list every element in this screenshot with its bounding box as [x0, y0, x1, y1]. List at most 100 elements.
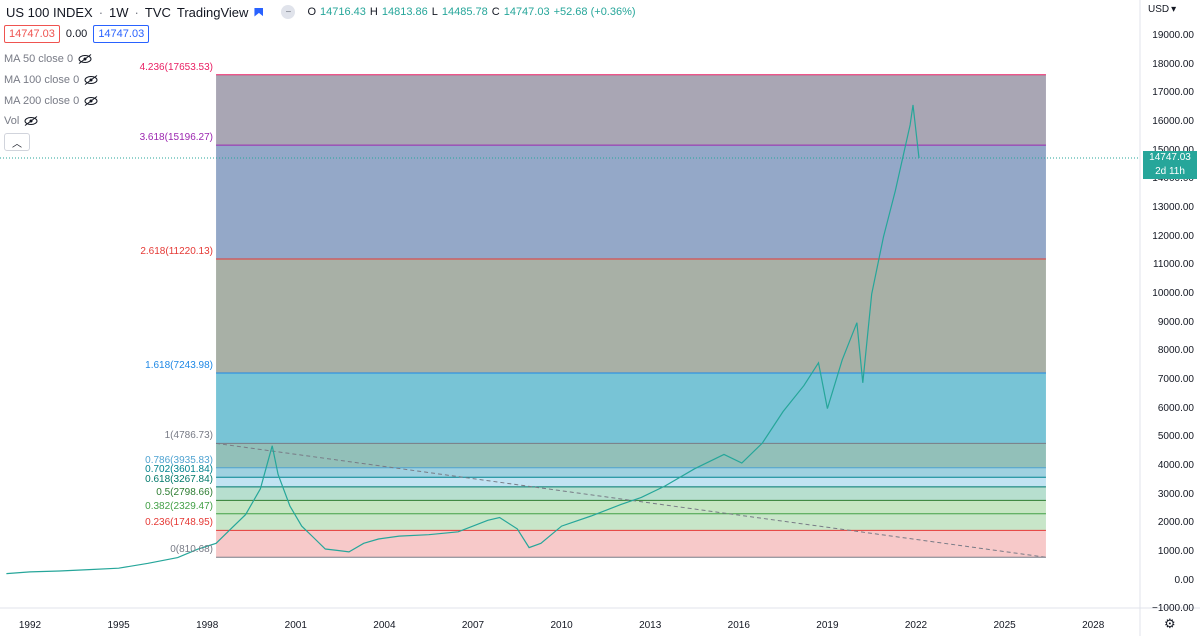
y-tick-label: 8000.00 — [1157, 345, 1194, 357]
y-tick-label: 9000.00 — [1157, 316, 1194, 328]
interval-label[interactable]: 1W — [109, 4, 129, 20]
minus-circle-icon[interactable]: − — [281, 5, 296, 19]
fib-label-0-702: 0.702(3601.84) — [145, 464, 213, 476]
y-tick-label: 17000.00 — [1152, 87, 1194, 99]
last-price-badge: 14747.03 2d 11h — [1143, 151, 1197, 179]
x-tick-label: 1992 — [18, 620, 42, 631]
y-tick-label: 0.00 — [1174, 574, 1194, 586]
y-tick-label: 15000.00 — [1144, 145, 1194, 156]
fib-label-4-236: 4.236(17653.53) — [139, 61, 213, 73]
y-tick-label: 5000.00 — [1157, 431, 1194, 443]
eye-hidden-icon[interactable] — [84, 75, 98, 85]
platform-label: TradingView — [176, 4, 249, 20]
fib-band-1-618 — [216, 259, 1046, 373]
x-tick-label: 2016 — [727, 620, 750, 631]
x-tick-label: 2010 — [550, 620, 573, 631]
indicator-ma100[interactable]: MA 100 close 0 — [4, 74, 98, 86]
eye-hidden-icon[interactable] — [24, 116, 38, 126]
x-tick-label: 2001 — [284, 620, 307, 631]
fib-band-0-702 — [216, 467, 1046, 478]
y-tick-label: 10000.00 — [1152, 288, 1194, 299]
x-tick-label: 2007 — [461, 620, 485, 631]
header-separator: · — [98, 4, 104, 20]
sell-price-button[interactable]: 14747.03 — [4, 25, 60, 43]
fib-band-0 — [216, 530, 1046, 558]
source-label: TVC — [144, 4, 171, 20]
fib-label-0: 0(810.68) — [170, 544, 213, 556]
gear-icon[interactable]: ⚙ — [1164, 616, 1176, 631]
low-key: L — [431, 6, 438, 18]
spread-value: 0.00 — [65, 28, 88, 40]
y-tick-label: 7000.00 — [1157, 373, 1194, 385]
y-tick-label: 18000.00 — [1152, 58, 1194, 70]
fib-band-0-382 — [216, 500, 1046, 514]
y-tick-label: 11000.00 — [1153, 259, 1194, 271]
fib-band-0-5 — [216, 486, 1046, 501]
indicator-label: MA 100 close 0 — [4, 74, 80, 86]
x-tick-label: 1995 — [107, 620, 130, 631]
eye-hidden-icon[interactable] — [78, 54, 92, 64]
open-value: 14716.43 — [320, 6, 366, 18]
indicator-volume[interactable]: Vol — [4, 115, 38, 127]
y-tick-label: 19000.00 — [1152, 30, 1194, 42]
fib-band-2-618 — [216, 145, 1046, 260]
x-tick-label: 1998 — [196, 620, 219, 631]
x-tick-label: 2004 — [373, 620, 396, 631]
fib-label-3-618: 3.618(15196.27) — [139, 132, 213, 144]
eye-hidden-icon[interactable] — [84, 96, 98, 106]
close-key: C — [491, 6, 500, 18]
open-key: O — [307, 6, 316, 18]
chevron-up-icon: ︿ — [12, 138, 22, 150]
y-tick-label: 13000.00 — [1152, 202, 1194, 214]
change-value: +52.68 (+0.36%) — [553, 6, 636, 18]
buy-price-button[interactable]: 14747.03 — [93, 25, 150, 43]
fib-band-3-618 — [216, 74, 1046, 146]
fib-label-1: 1(4786.73) — [164, 430, 213, 442]
indicator-ma50[interactable]: MA 50 close 0 — [4, 53, 92, 65]
fib-label-2-618: 2.618(11220.13) — [140, 246, 213, 258]
fib-retracement-bands[interactable] — [216, 74, 1046, 558]
fib-label-1-618: 1.618(7243.98) — [145, 359, 213, 371]
fib-label-0-618: 0.618(3267.84) — [145, 473, 213, 485]
fib-retracement-lines — [216, 74, 1046, 558]
y-tick-label: 4000.00 — [1157, 459, 1194, 471]
x-tick-label: 2028 — [1082, 620, 1105, 631]
fib-label-0-786: 0.786(3935.83) — [145, 454, 213, 466]
close-value: 14747.03 — [503, 6, 550, 18]
chevron-down-icon: ▾ — [1171, 4, 1177, 15]
fib-label-0-5: 0.5(2798.66) — [156, 487, 213, 499]
y-tick-label: 3000.00 — [1157, 488, 1194, 500]
fib-band-1 — [216, 372, 1046, 444]
price-series-line — [6, 104, 920, 575]
y-tick-label: 6000.00 — [1157, 402, 1194, 414]
trade-price-row: 14747.03 0.00 14747.03 — [4, 25, 150, 43]
high-value: 14813.86 — [381, 6, 428, 18]
bar-countdown: 2d 11h — [1155, 166, 1185, 177]
last-price-value: 14747.03 — [1149, 152, 1191, 163]
x-tick-label: 2013 — [639, 620, 662, 631]
y-tick-label: 12000.00 — [1152, 230, 1194, 242]
x-tick-label: 2019 — [816, 620, 839, 631]
y-tick-label: 16000.00 — [1152, 116, 1194, 128]
fib-band-0-786 — [216, 443, 1046, 468]
header-separator: · — [134, 4, 139, 20]
currency-selector[interactable]: USD ▾ — [1148, 4, 1176, 15]
x-tick-label: 2025 — [993, 620, 1016, 631]
currency-label: USD — [1148, 4, 1170, 15]
y-tick-label: 1000.00 — [1157, 545, 1194, 557]
high-key: H — [369, 6, 378, 18]
symbol-name[interactable]: US 100 INDEX — [6, 4, 93, 20]
indicator-label: MA 200 close 0 — [4, 95, 80, 107]
bookmark-flag-icon[interactable] — [254, 7, 264, 17]
ohlc-values: O 14716.43 H 14813.86 L 14485.78 C 14747.03 … — [307, 6, 635, 18]
fib-band-0-236 — [216, 513, 1046, 531]
fib-band-0-618 — [216, 477, 1046, 487]
collapse-indicators-button[interactable]: ︿ — [4, 133, 30, 151]
x-tick-label: 2022 — [904, 620, 928, 631]
indicator-ma200[interactable]: MA 200 close 0 — [4, 95, 98, 107]
low-value: 14485.78 — [441, 6, 488, 18]
fib-label-0-236: 0.236(1748.95) — [145, 517, 213, 529]
y-tick-label: −1000.00 — [1152, 603, 1194, 615]
fib-label-0-382: 0.382(2329.47) — [145, 500, 213, 512]
